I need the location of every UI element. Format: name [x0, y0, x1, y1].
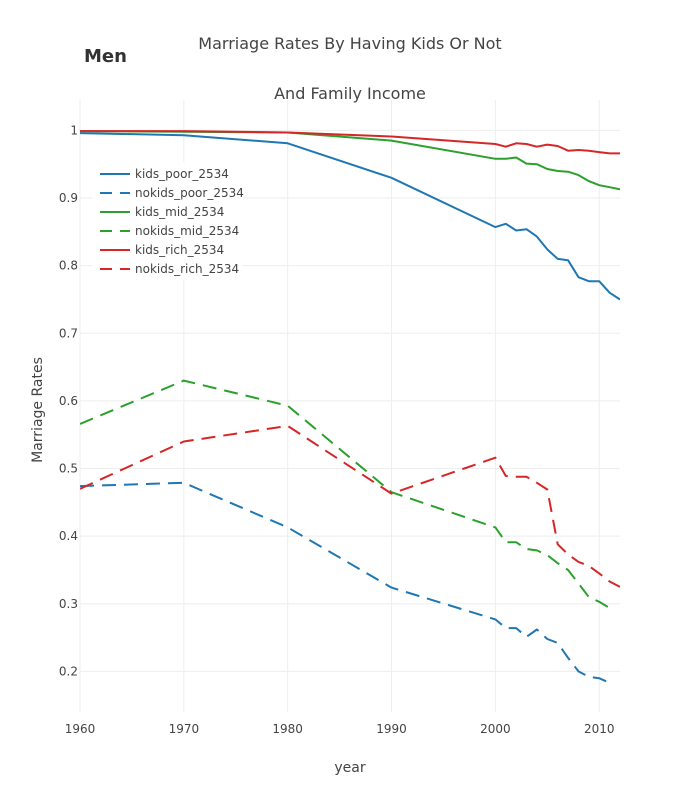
series-line-kids-mid-2534: [80, 130, 620, 191]
x-tick-label: 1970: [169, 722, 200, 736]
y-tick-label: 1: [70, 123, 78, 137]
legend-item-label[interactable]: kids_mid_2534: [135, 205, 224, 219]
y-tick-label: 0.6: [59, 394, 78, 408]
legend-item-label[interactable]: kids_poor_2534: [135, 167, 229, 181]
y-tick-label: 0.5: [59, 462, 78, 476]
y-tick-label: 0.9: [59, 191, 78, 205]
legend-background: [92, 162, 242, 280]
grid: [79, 100, 620, 712]
chart-subtitle: And Family Income: [274, 84, 426, 103]
y-tick-label: 0.7: [59, 326, 78, 340]
legend-item-label[interactable]: kids_rich_2534: [135, 243, 224, 257]
series-line-nokids-rich-2534: [80, 424, 620, 588]
chart-title: Marriage Rates By Having Kids Or Not: [198, 34, 502, 53]
y-tick-label: 0.2: [59, 664, 78, 678]
series-line-nokids-mid-2534: [80, 379, 611, 609]
x-tick-label: 1960: [65, 722, 96, 736]
axis-ticks: 1960 1970 1980 1990 2000 2010 0.2 0.3 0.4 0.5 0.6 0…: [59, 123, 615, 736]
x-tick-label: 2010: [584, 722, 615, 736]
x-tick-label: 1980: [272, 722, 303, 736]
panel-label: Men: [84, 46, 127, 67]
series-line-kids-poor-2534: [80, 132, 620, 301]
y-tick-label: 0.8: [59, 259, 78, 273]
y-tick-label: 0.4: [59, 529, 78, 543]
series-lines: [80, 130, 620, 684]
x-tick-label: 1990: [376, 722, 407, 736]
legend-item-label[interactable]: nokids_mid_2534: [135, 224, 239, 238]
legend[interactable]: kids_poor_2534 nokids_poor_2534 kids_mid_2…: [92, 162, 244, 280]
series-line-kids-rich-2534: [80, 130, 620, 155]
x-tick-label: 2000: [480, 722, 511, 736]
y-tick-label: 0.3: [59, 597, 78, 611]
x-axis-title: year: [334, 760, 365, 776]
legend-item-label[interactable]: nokids_rich_2534: [135, 262, 239, 276]
y-axis-title: Marriage Rates: [30, 357, 46, 463]
legend-item-label[interactable]: nokids_poor_2534: [135, 186, 244, 200]
series-line-nokids-poor-2534: [80, 481, 611, 684]
